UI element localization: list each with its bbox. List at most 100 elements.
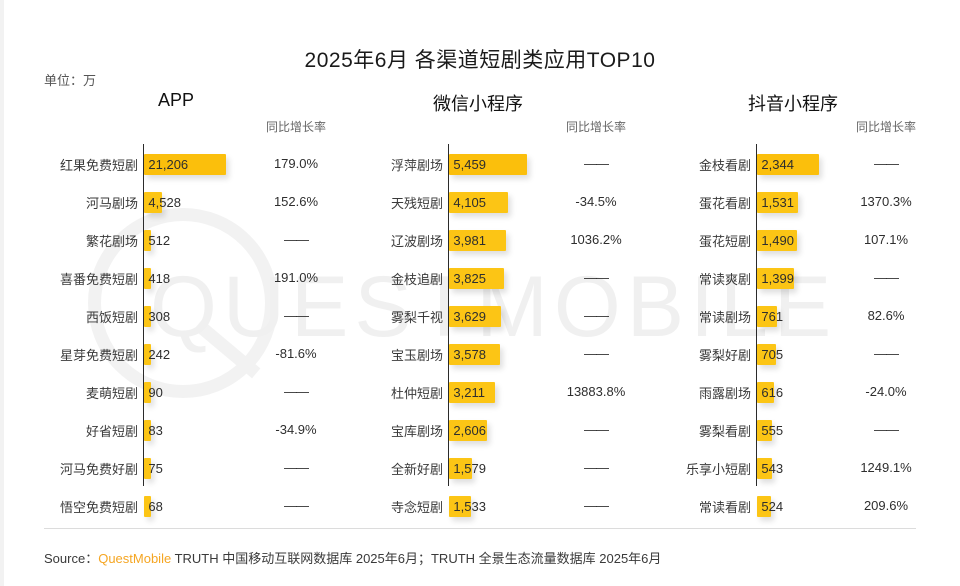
value-bar xyxy=(757,420,773,441)
growth-rate-value: —— xyxy=(284,308,309,323)
app-name-label: 金枝看剧 xyxy=(698,157,751,173)
value-bar xyxy=(757,230,797,251)
app-name-label: 宝库剧场 xyxy=(390,423,443,439)
bar-value-label: 1,531 xyxy=(761,195,794,210)
value-bar xyxy=(144,458,152,479)
bar-value-label: 3,981 xyxy=(453,233,486,248)
axis-line-douyin-mini xyxy=(756,144,758,486)
source-prefix: Source： xyxy=(44,551,99,566)
bar-value-label: 68 xyxy=(148,499,163,514)
growth-rate-value: -81.6% xyxy=(275,346,317,361)
bar-container: 2,606 xyxy=(449,420,487,441)
bar-container: 4,528 xyxy=(144,192,181,213)
value-bar xyxy=(757,192,798,213)
bar-value-label: 512 xyxy=(148,233,171,248)
bar-container: 75 xyxy=(144,458,163,479)
bar-container: 761 xyxy=(757,306,783,327)
app-name-label: 全新好剧 xyxy=(390,461,443,477)
app-name-label: 浮萍剧场 xyxy=(390,157,443,173)
footer-divider xyxy=(44,528,916,529)
bar-container: 308 xyxy=(144,306,170,327)
bar-container: 68 xyxy=(144,496,163,517)
bar-container: 555 xyxy=(757,420,783,441)
table-row: 常读爽剧 1,399 —— xyxy=(0,259,960,297)
bar-value-label: 761 xyxy=(761,309,784,324)
value-bar xyxy=(449,458,472,479)
value-bar xyxy=(144,230,152,251)
app-name-label: 杜仲短剧 xyxy=(390,385,443,401)
table-row: 蛋花看剧 1,531 1370.3% xyxy=(0,183,960,221)
table-row: 雾梨好剧 705 —— xyxy=(0,335,960,373)
bar-container: 3,578 xyxy=(449,344,501,365)
table-row: 寺念短剧 1,533 —— xyxy=(0,487,960,525)
bar-container: 1,490 xyxy=(757,230,797,251)
bar-value-label: 75 xyxy=(148,461,163,476)
app-name-label: 宝玉剧场 xyxy=(390,347,443,363)
bar-container: 3,211 xyxy=(449,382,496,403)
bar-value-label: 4,105 xyxy=(453,195,486,210)
growth-rate-value: 1249.1% xyxy=(860,460,912,475)
growth-rate-value: -24.0% xyxy=(865,384,907,399)
axis-line-wechat-mini xyxy=(448,144,450,486)
panel-title-douyin-mini: 抖音小程序 xyxy=(748,94,838,114)
bar-container: 3,981 xyxy=(449,230,507,251)
growth-rate-value: —— xyxy=(874,422,899,437)
app-name-label: 喜番免费短剧 xyxy=(59,271,138,287)
app-name-label: 蛋花短剧 xyxy=(698,233,751,249)
bar-container: 1,533 xyxy=(449,496,486,517)
growth-rate-value: —— xyxy=(584,422,609,437)
app-name-label: 红果免费短剧 xyxy=(59,157,138,173)
app-name-label: 雾梨好剧 xyxy=(698,347,751,363)
table-row: 星芽免费短剧 242 -81.6% xyxy=(0,335,960,373)
bar-container: 418 xyxy=(144,268,170,289)
value-bar xyxy=(449,306,502,327)
value-bar xyxy=(144,344,152,365)
value-bar xyxy=(757,306,778,327)
table-row: 雾梨千视 3,629 —— xyxy=(0,297,960,335)
growth-rate-value: —— xyxy=(874,270,899,285)
unit-label: 单位：万 xyxy=(44,73,97,88)
table-row: 金枝看剧 2,344 —— xyxy=(0,145,960,183)
bar-container: 1,531 xyxy=(757,192,798,213)
source-rest: TRUTH 中国移动互联网数据库 2025年6月；TRUTH 全景生态流量数据库… xyxy=(171,551,662,566)
bar-value-label: 1,490 xyxy=(761,233,794,248)
table-row: 繁花剧场 512 —— xyxy=(0,221,960,259)
app-name-label: 雾梨看剧 xyxy=(698,423,751,439)
bar-value-label: 1,399 xyxy=(761,271,794,286)
growth-rate-value: -34.5% xyxy=(575,194,617,209)
app-name-label: 天残短剧 xyxy=(390,195,443,211)
growth-rate-value: -34.9% xyxy=(275,422,317,437)
growth-rate-value: 1370.3% xyxy=(860,194,912,209)
app-name-label: 麦萌短剧 xyxy=(85,385,138,401)
app-name-label: 悟空免费短剧 xyxy=(59,499,138,515)
bar-value-label: 2,606 xyxy=(453,423,486,438)
table-row: 常读看剧 524 209.6% xyxy=(0,487,960,525)
bar-value-label: 90 xyxy=(148,385,163,400)
table-row: 悟空免费短剧 68 —— xyxy=(0,487,960,525)
bar-value-label: 21,206 xyxy=(148,157,189,172)
app-name-label: 辽波剧场 xyxy=(390,233,443,249)
bar-container: 3,629 xyxy=(449,306,502,327)
growth-rate-value: —— xyxy=(584,460,609,475)
table-row: 浮萍剧场 5,459 —— xyxy=(0,145,960,183)
table-row: 辽波剧场 3,981 1036.2% xyxy=(0,221,960,259)
table-row: 金枝追剧 3,825 —— xyxy=(0,259,960,297)
bar-value-label: 616 xyxy=(761,385,784,400)
growth-rate-header-wechat-mini: 同比增长率 xyxy=(565,120,626,134)
bar-container: 543 xyxy=(757,458,783,479)
growth-rate-value: —— xyxy=(284,460,309,475)
growth-rate-value: 13883.8% xyxy=(566,384,626,399)
app-name-label: 好省短剧 xyxy=(85,423,138,439)
app-name-label: 常读爽剧 xyxy=(698,271,751,287)
bar-value-label: 3,825 xyxy=(453,271,486,286)
table-row: 红果免费短剧 21,206 179.0% xyxy=(0,145,960,183)
value-bar xyxy=(144,192,162,213)
value-bar xyxy=(449,230,507,251)
bar-value-label: 555 xyxy=(761,423,784,438)
table-row: 宝玉剧场 3,578 —— xyxy=(0,335,960,373)
growth-rate-value: 209.6% xyxy=(863,498,909,513)
value-bar xyxy=(144,420,152,441)
table-row: 雨露剧场 616 -24.0% xyxy=(0,373,960,411)
bar-container: 21,206 xyxy=(144,154,227,175)
bar-container: 1,579 xyxy=(449,458,486,479)
